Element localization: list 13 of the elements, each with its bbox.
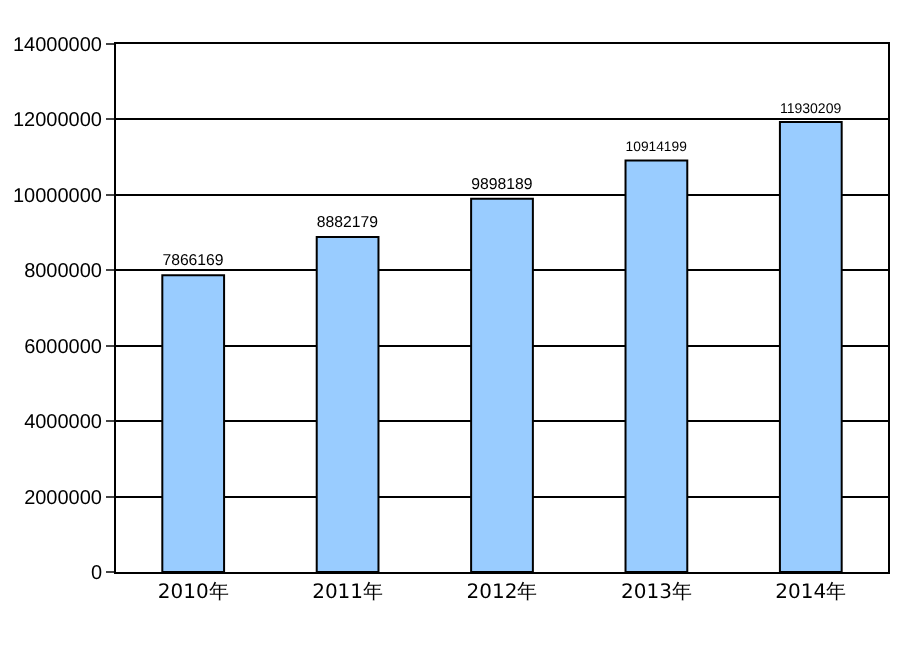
- y-tick-label: 10000000: [13, 185, 103, 208]
- x-tick-label: 2011年: [312, 580, 384, 604]
- x-tick-label: 2012年: [466, 580, 538, 604]
- y-tick-label: 14000000: [13, 35, 103, 57]
- x-tick-label: 2010年: [157, 580, 229, 604]
- y-tick-label: 0: [90, 563, 103, 585]
- x-tick-label: 2014年: [775, 580, 847, 604]
- y-tick-label: 12000000: [13, 110, 103, 133]
- y-tick-label: 8000000: [24, 261, 103, 284]
- y-tick-label: 6000000: [24, 336, 103, 359]
- x-tick-label: 2013年: [620, 580, 692, 604]
- y-tick-label: 4000000: [24, 412, 103, 435]
- y-tick-label: 2000000: [24, 487, 103, 510]
